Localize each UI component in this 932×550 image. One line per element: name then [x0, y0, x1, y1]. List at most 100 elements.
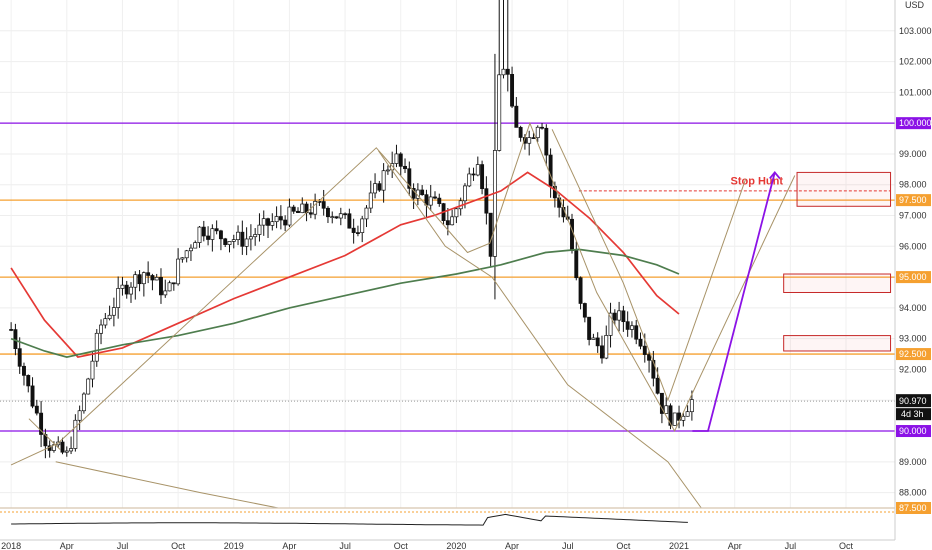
time-tick-label: Apr: [728, 541, 742, 550]
price-tick-label: 93.000: [899, 334, 927, 344]
pattern-line: [378, 150, 702, 509]
candle-body: [450, 216, 455, 226]
candle-body: [647, 354, 652, 361]
candle-body: [681, 415, 686, 421]
projection-arrow: [692, 172, 776, 432]
projection-arrowhead: [769, 171, 781, 179]
candle-body: [655, 377, 660, 394]
candle-body: [608, 312, 613, 336]
level-tag: [896, 348, 931, 361]
price-tick-label: 98.000: [899, 180, 927, 190]
zone-box: [783, 273, 892, 293]
pattern-line: [55, 461, 279, 509]
zone-box: [783, 335, 892, 352]
price-tick-label: 99.000: [899, 149, 927, 159]
candle-body: [180, 257, 185, 260]
candle-body: [689, 399, 694, 413]
time-tick-label: 2020: [446, 541, 466, 550]
candle-body: [94, 332, 99, 362]
candle-body: [454, 208, 459, 218]
candle-body: [552, 185, 557, 199]
price-tags: 100.000 97.500 95.000 92.500 90.000 87.500 90.…: [896, 117, 932, 514]
time-tick-label: Oct: [839, 541, 854, 550]
candle-body: [527, 137, 532, 144]
candle-body: [634, 325, 639, 340]
candle-body: [582, 303, 587, 318]
level-tag-label: 95.000: [899, 272, 927, 282]
candle-body: [141, 272, 146, 285]
candle-body: [201, 226, 206, 237]
currency-label: USD: [905, 0, 925, 10]
candle-body: [433, 196, 437, 199]
candle-body: [218, 230, 223, 240]
level-tag-label: 100.000: [899, 118, 932, 128]
candle-body: [497, 74, 502, 151]
time-tick-label: Apr: [282, 541, 296, 550]
candle-body: [103, 318, 108, 326]
level-tag: [896, 502, 931, 514]
candle-body: [313, 201, 318, 215]
candle-body: [73, 419, 78, 449]
candle-body: [467, 173, 472, 187]
candle-body: [475, 164, 480, 176]
candle-body: [377, 183, 382, 191]
time-tick-label: Oct: [171, 541, 186, 550]
level-tag-label: 87.500: [899, 503, 927, 513]
candle-body: [193, 242, 198, 249]
candle-body: [604, 335, 609, 359]
candle-body: [544, 127, 549, 156]
candle-body: [176, 258, 181, 285]
moving-average-200: [10, 248, 680, 358]
candle-body: [137, 274, 142, 285]
candle-body: [210, 228, 215, 240]
candle-body: [403, 165, 407, 170]
candle-body: [278, 216, 283, 221]
candle-body: [595, 337, 600, 347]
candle-body: [540, 126, 544, 129]
candle-body: [587, 316, 592, 340]
candle-body: [69, 448, 74, 452]
level-tag-label: 90.000: [899, 426, 927, 436]
candle-body: [321, 201, 326, 209]
candle-body: [257, 224, 262, 235]
time-tick-label: Jul: [339, 541, 351, 550]
candle-body: [394, 153, 399, 164]
candle-body: [9, 329, 14, 331]
countdown-tag: [896, 408, 931, 421]
candle-body: [326, 207, 330, 218]
candle-body: [420, 189, 425, 196]
candle-body: [373, 183, 378, 194]
candle-body: [591, 337, 596, 340]
candle-body: [133, 274, 138, 288]
candle-body: [651, 359, 656, 379]
candle-body: [570, 218, 574, 251]
candle-body: [385, 169, 390, 172]
current-price-label: 90.970: [899, 396, 927, 406]
candle-body: [81, 393, 86, 412]
time-tick-label: Oct: [616, 541, 631, 550]
candle-body: [492, 150, 497, 257]
candle-body: [296, 210, 300, 214]
candle-body: [150, 275, 155, 281]
candle-body: [642, 345, 647, 355]
time-axis[interactable]: 2018 Apr Jul Oct 2019 Apr Jul Oct 2020 Apr Jul Oct 2…: [0, 539, 895, 550]
candle-body: [535, 126, 540, 139]
time-tick-label: Jul: [785, 541, 797, 550]
candle-body: [64, 450, 69, 453]
level-tag: [896, 271, 931, 284]
candle-body: [685, 411, 690, 417]
level-tag-label: 97.500: [899, 195, 927, 205]
candle-body: [428, 196, 433, 206]
candle-body: [223, 238, 228, 245]
candle-body: [253, 234, 258, 238]
candle-body: [574, 250, 579, 279]
candle-body: [26, 375, 31, 387]
candle-body: [214, 228, 219, 232]
candle-body: [621, 310, 626, 323]
candle-body: [116, 288, 121, 308]
candle-body: [197, 226, 202, 243]
stop-hunt-label: Stop Hunt: [730, 175, 783, 187]
current-price-tag: [896, 394, 931, 408]
